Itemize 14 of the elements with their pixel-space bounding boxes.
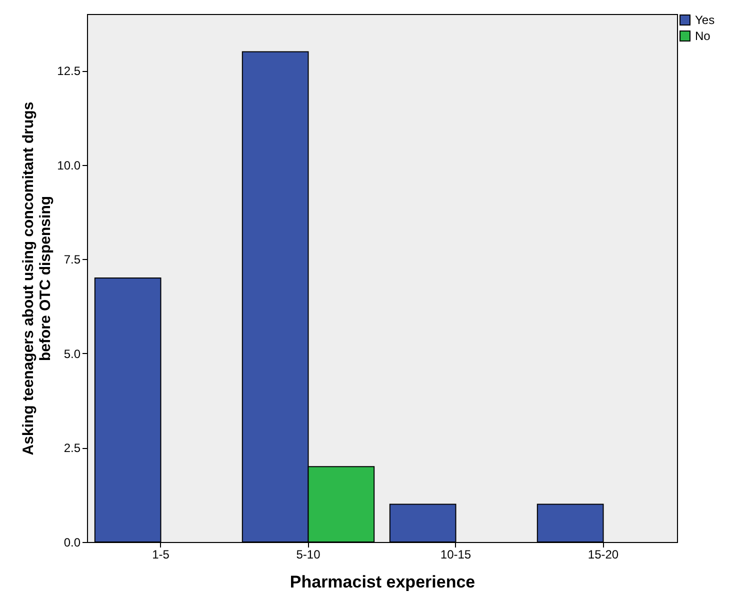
x-tick-label: 15-20 [588, 548, 619, 562]
y-tick-label: 12.5 [57, 64, 81, 78]
legend-label: No [695, 29, 711, 43]
y-tick-label: 2.5 [64, 441, 81, 456]
x-tick-label: 10-15 [440, 548, 472, 562]
x-axis-title: Pharmacist experience [290, 572, 476, 592]
x-tick-label: 1-5 [152, 548, 170, 562]
y-axis-title: Asking teenagers about using concomitant drugs before OTC dispensing [20, 102, 54, 456]
x-tick-label: 5-10 [296, 548, 321, 562]
y-tick-label: 5.0 [64, 346, 81, 361]
y-tick-label: 7.5 [64, 252, 81, 267]
y-tick-label: 10.0 [57, 158, 81, 172]
legend-label: Yes [695, 13, 715, 27]
y-tick-label: 0.0 [64, 536, 81, 550]
